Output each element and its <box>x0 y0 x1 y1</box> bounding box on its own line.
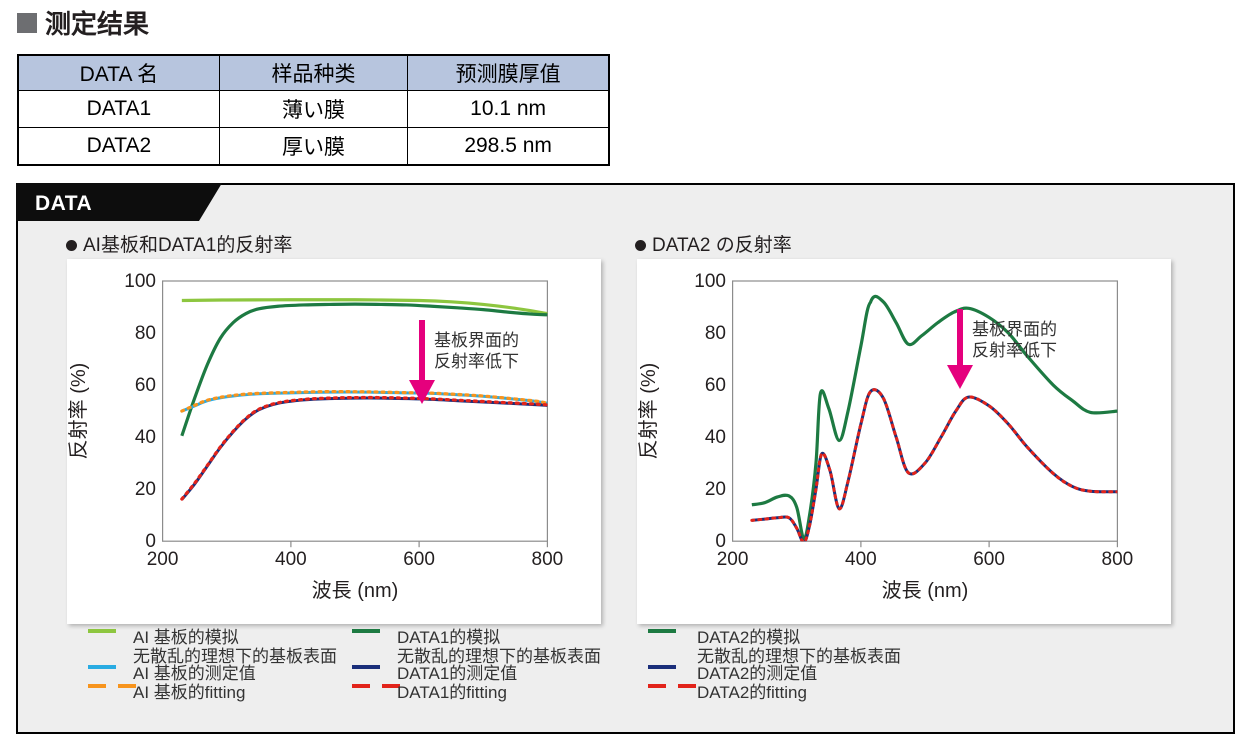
svg-text:基板界面的: 基板界面的 <box>434 331 519 350</box>
svg-text:基板界面的: 基板界面的 <box>972 320 1057 339</box>
svg-text:600: 600 <box>403 549 435 570</box>
svg-text:20: 20 <box>705 479 726 500</box>
svg-text:反射率 (%): 反射率 (%) <box>637 363 660 460</box>
svg-text:80: 80 <box>135 323 156 344</box>
svg-text:反射率低下: 反射率低下 <box>434 352 519 371</box>
svg-text:反射率 (%): 反射率 (%) <box>67 363 90 460</box>
svg-text:波長 (nm): 波長 (nm) <box>882 579 969 602</box>
svg-text:600: 600 <box>973 549 1005 570</box>
svg-text:200: 200 <box>717 549 749 570</box>
svg-text:800: 800 <box>532 549 564 570</box>
svg-text:400: 400 <box>845 549 877 570</box>
svg-text:100: 100 <box>124 271 156 292</box>
svg-text:100: 100 <box>694 271 726 292</box>
svg-text:反射率低下: 反射率低下 <box>972 341 1057 360</box>
svg-text:波長 (nm): 波長 (nm) <box>312 579 399 602</box>
svg-text:800: 800 <box>1102 549 1134 570</box>
svg-text:200: 200 <box>147 549 179 570</box>
svg-text:80: 80 <box>705 323 726 344</box>
svg-text:20: 20 <box>135 479 156 500</box>
svg-text:400: 400 <box>275 549 307 570</box>
svg-text:40: 40 <box>135 427 156 448</box>
svg-text:60: 60 <box>705 375 726 396</box>
svg-text:40: 40 <box>705 427 726 448</box>
svg-text:60: 60 <box>135 375 156 396</box>
